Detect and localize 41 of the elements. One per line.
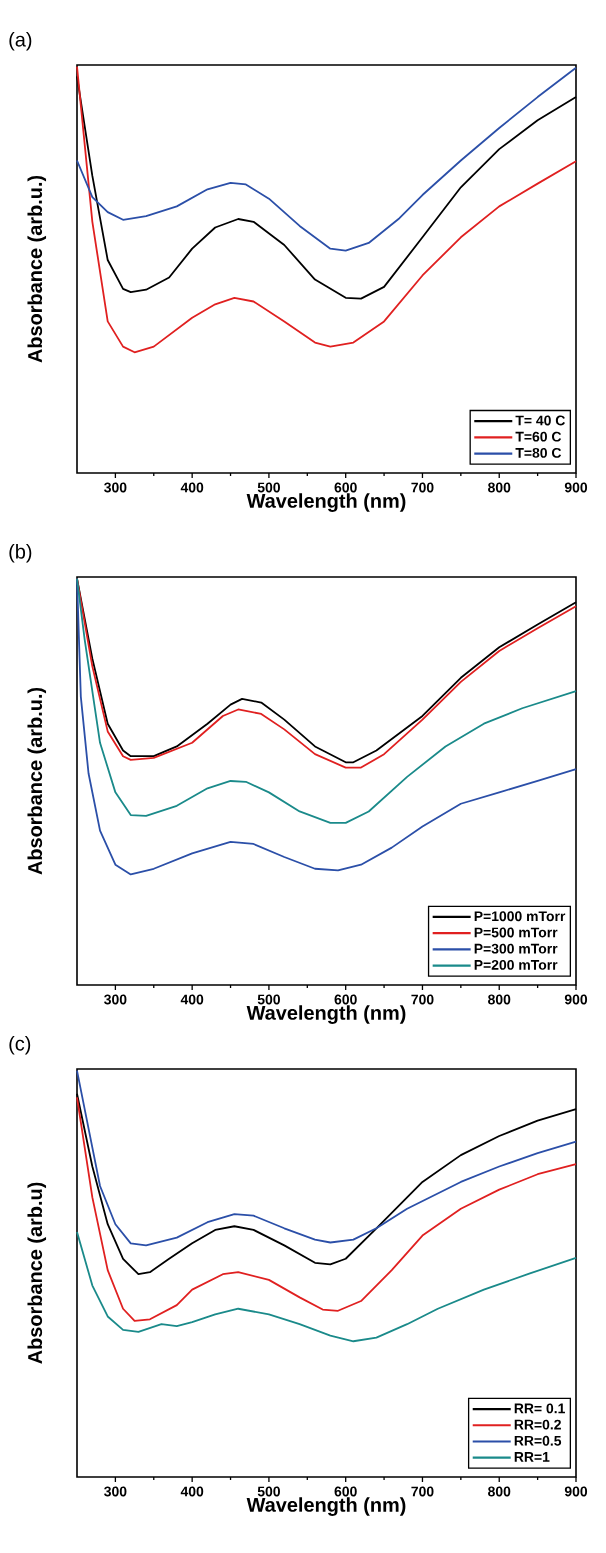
chart-title: (a) [9, 32, 32, 51]
x-axis-title: Wavelength (nm) [246, 1497, 406, 1516]
x-tick-label: 700 [411, 482, 434, 493]
legend-label: P=200 mTorr [474, 959, 558, 970]
legend-label: P=500 mTorr [474, 927, 558, 938]
y-axis-title: Absorbance (arb.u.) [27, 175, 47, 363]
x-tick-label: 300 [104, 1486, 127, 1497]
x-tick-label: 400 [180, 994, 204, 1005]
legend-label: T=60 C [515, 431, 562, 442]
chart-title: (b) [9, 544, 32, 563]
x-tick-label: 800 [488, 994, 511, 1005]
x-tick-label: 900 [564, 1486, 588, 1497]
y-axis-title: Absorbance (arb.u) [27, 1182, 47, 1364]
x-tick-label: 300 [104, 482, 127, 493]
x-axis-title: Wavelength (nm) [246, 493, 406, 512]
x-tick-label: 600 [334, 994, 357, 1005]
x-tick-label: 600 [334, 482, 357, 493]
legend-label: RR=0.5 [514, 1435, 562, 1446]
x-tick-label: 900 [564, 994, 588, 1005]
x-tick-label: 500 [257, 482, 280, 493]
legend-label: T=80 C [515, 447, 562, 458]
x-axis-title: Wavelength (nm) [246, 1005, 406, 1024]
x-tick-label: 600 [334, 1486, 357, 1497]
legend-label: P=300 mTorr [474, 943, 558, 954]
x-tick-label: 400 [180, 1486, 204, 1497]
x-tick-label: 800 [488, 482, 511, 493]
legend-label: T= 40 C [515, 415, 565, 426]
legend-label: RR=1 [514, 1452, 550, 1462]
chart-title: (c) [9, 1036, 31, 1055]
x-tick-label: 300 [104, 994, 127, 1005]
legend-label: P=1000 mTorr [474, 911, 566, 922]
x-tick-label: 400 [180, 482, 204, 493]
x-tick-label: 800 [488, 1486, 511, 1497]
y-axis-title: Absorbance (arb.u.) [27, 687, 47, 875]
x-tick-label: 500 [257, 994, 280, 1005]
legend-label: RR= 0.1 [514, 1403, 565, 1414]
x-tick-label: 700 [411, 1486, 434, 1497]
x-tick-label: 700 [411, 994, 434, 1005]
x-tick-label: 900 [564, 482, 588, 493]
legend-label: RR=0.2 [514, 1419, 561, 1430]
x-tick-label: 500 [257, 1486, 280, 1497]
